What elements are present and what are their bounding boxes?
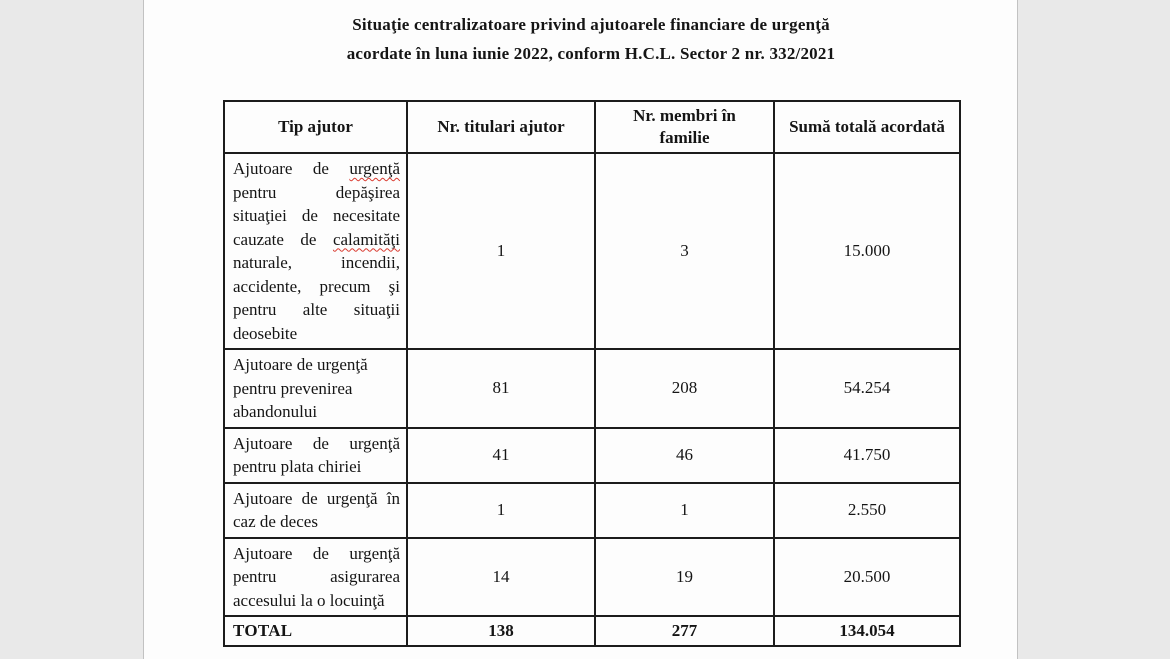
cell-nr-titulari: 1 (406, 152, 596, 350)
cell-nr-membri: 208 (594, 348, 775, 429)
text-segment: naturale, incendii, accidente, precum şi… (233, 253, 400, 343)
cell-suma-totala: 15.000 (773, 152, 961, 350)
cell-tip-ajutor: Ajutoare de urgenţă pentru plata chiriei (223, 426, 408, 484)
aid-summary-table: Tip ajutor Nr. titulari ajutor Nr. membr… (223, 100, 961, 647)
cell-total-suma: 134.054 (773, 615, 961, 647)
cell-nr-titulari: 41 (406, 426, 596, 484)
column-header-tip-ajutor: Tip ajutor (223, 100, 408, 154)
cell-tip-ajutor: Ajutoare de urgenţă pentru prevenirea ab… (223, 348, 408, 429)
column-header-nr-membri: Nr. membri în familie (594, 100, 775, 154)
cell-tip-ajutor: Ajutoare de urgenţă în caz de deces (223, 481, 408, 539)
document-title-line1: Situaţie centralizatoare privind ajutoar… (352, 15, 830, 34)
table-row: Ajutoare de urgenţă pentru prevenirea ab… (223, 348, 961, 429)
misspelled-word-calamitati: calamităţi (332, 229, 400, 249)
cell-total-label: TOTAL (223, 615, 408, 647)
cell-nr-titulari: 1 (406, 481, 596, 539)
table-row: Ajutoare de urgenţă pentru depăşirea sit… (223, 152, 961, 350)
cell-nr-membri: 46 (594, 426, 775, 484)
text-segment: pentru depăşirea situaţiei de necesitate… (233, 182, 400, 249)
cell-suma-totala: 41.750 (773, 426, 961, 484)
document-page: Situaţie centralizatoare privind ajutoar… (143, 0, 1018, 659)
column-header-nr-titulari: Nr. titulari ajutor (406, 100, 596, 154)
cell-tip-ajutor: Ajutoare de urgenţă pentru depăşirea sit… (223, 152, 408, 350)
text-segment: Ajutoare de (233, 159, 350, 178)
cell-nr-membri: 19 (594, 536, 775, 617)
document-title-line2: acordate în luna iunie 2022, conform H.C… (346, 44, 836, 63)
table-row: Ajutoare de urgenţă pentru asigurarea ac… (223, 536, 961, 617)
misspelled-word-urgenta: urgenţă (349, 159, 400, 178)
cell-nr-membri: 1 (594, 481, 775, 539)
cell-nr-titulari: 14 (406, 536, 596, 617)
table-total-row: TOTAL 138 277 134.054 (223, 615, 961, 647)
cell-suma-totala: 2.550 (773, 481, 961, 539)
table-row: Ajutoare de urgenţă în caz de deces 1 1 … (223, 481, 961, 539)
cell-total-membri: 277 (594, 615, 775, 647)
cell-suma-totala: 20.500 (773, 536, 961, 617)
cell-tip-ajutor: Ajutoare de urgenţă pentru asigurarea ac… (223, 536, 408, 617)
cell-nr-membri: 3 (594, 152, 775, 350)
cell-suma-totala: 54.254 (773, 348, 961, 429)
cell-nr-titulari: 81 (406, 348, 596, 429)
column-header-suma-totala: Sumă totală acordată (773, 100, 961, 154)
table-row: Ajutoare de urgenţă pentru plata chiriei… (223, 426, 961, 484)
table-header-row: Tip ajutor Nr. titulari ajutor Nr. membr… (223, 100, 961, 154)
cell-total-titulari: 138 (406, 615, 596, 647)
document-title: Situaţie centralizatoare privind ajutoar… (223, 10, 959, 68)
